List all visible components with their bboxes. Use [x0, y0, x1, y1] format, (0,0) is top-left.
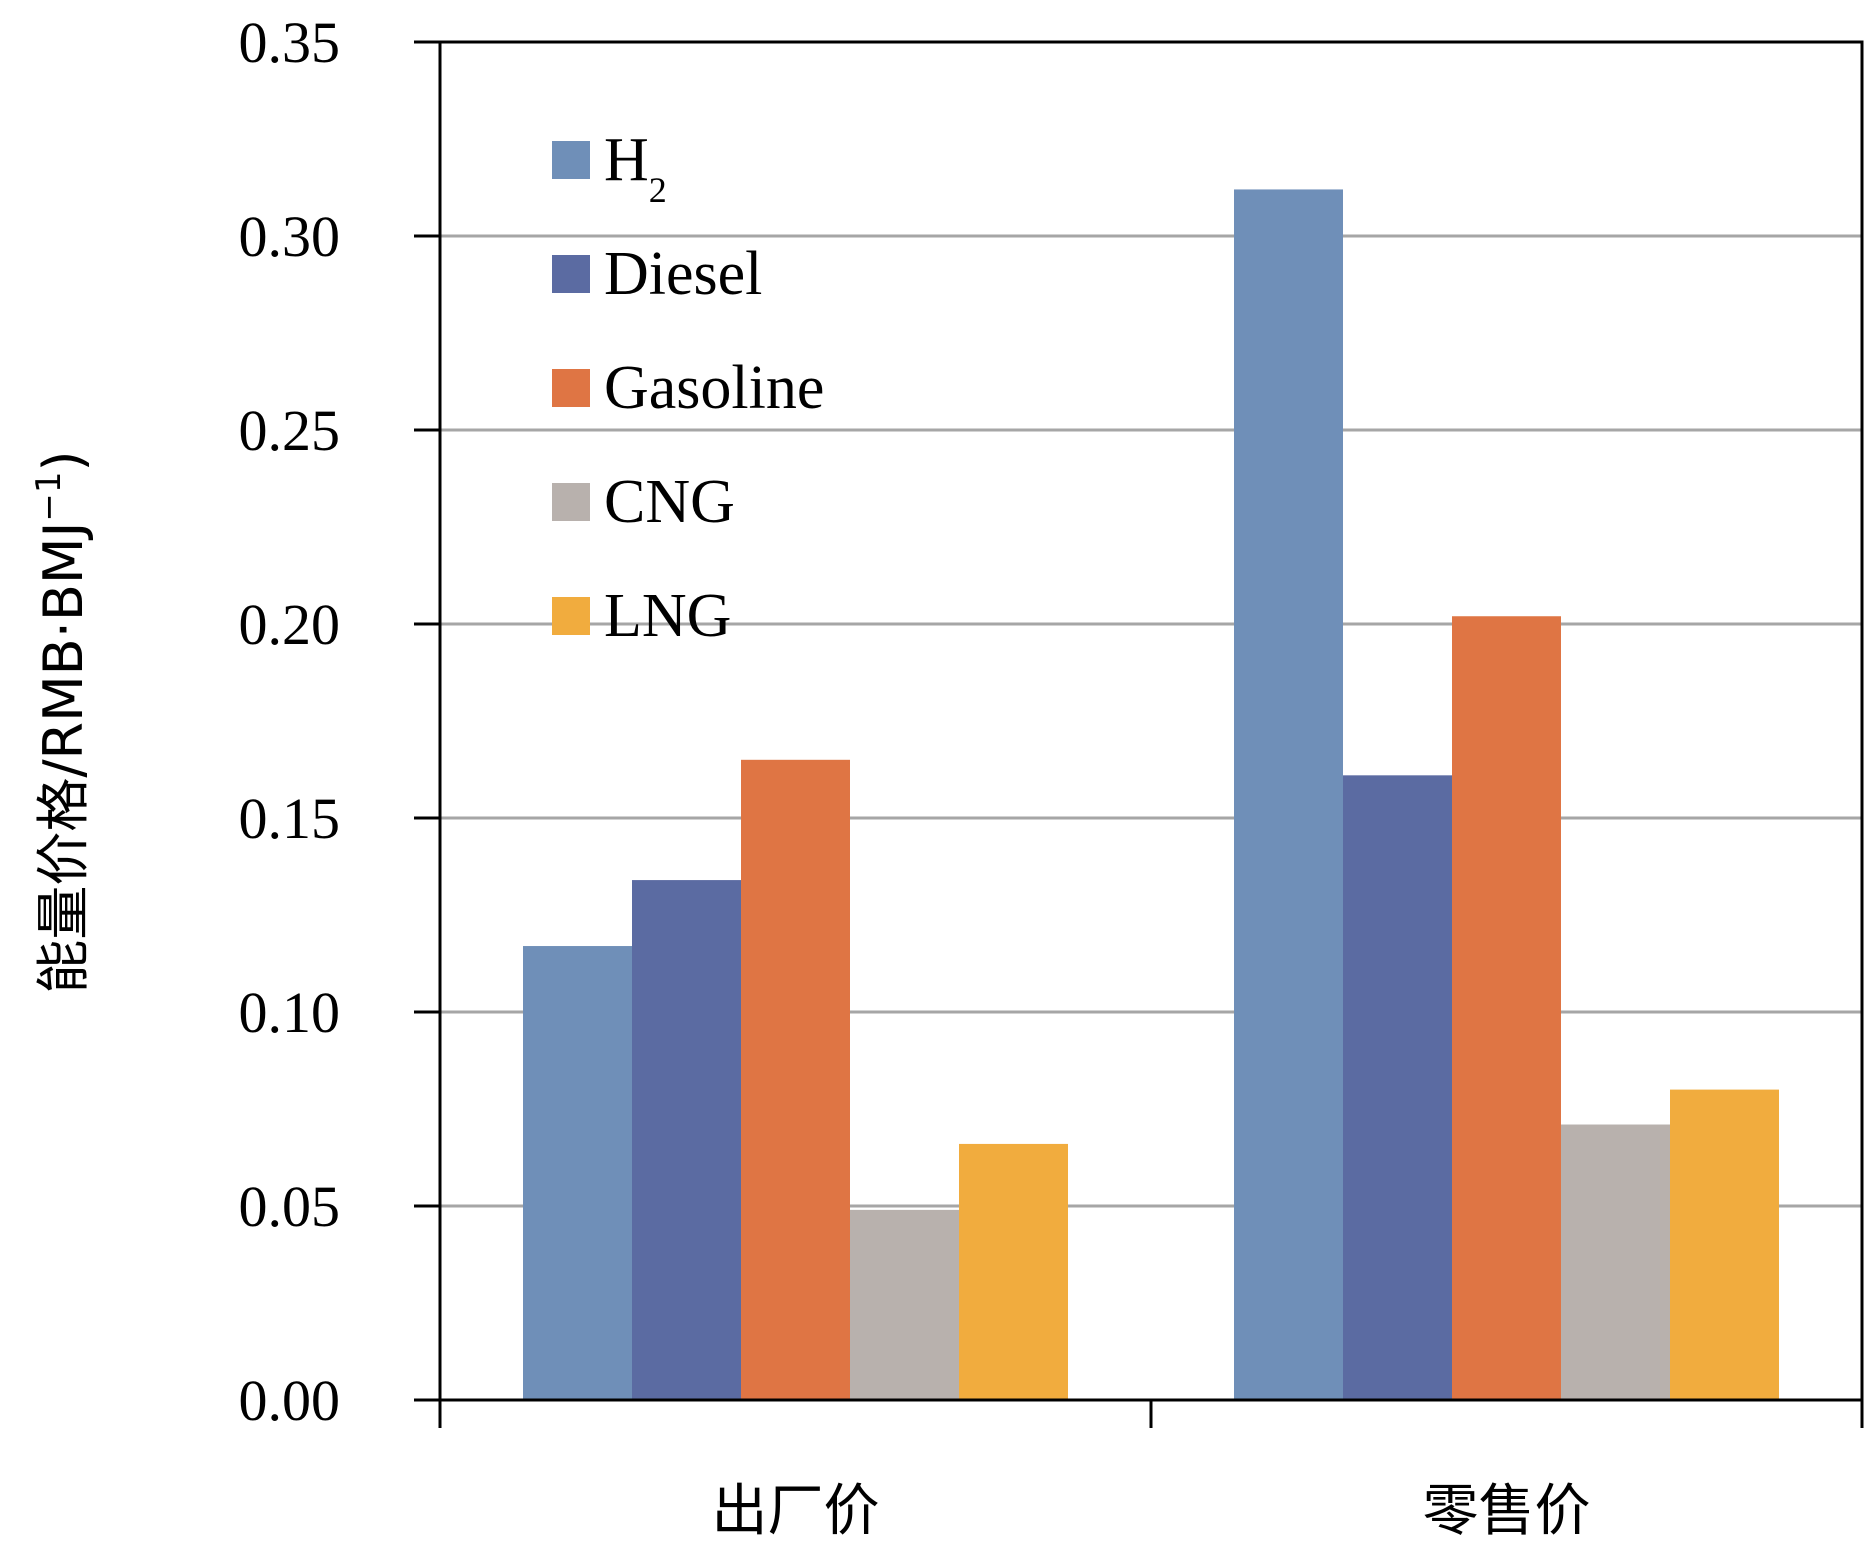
bars [523, 189, 1779, 1401]
legend-label: LNG [604, 582, 731, 650]
legend-swatch [552, 369, 590, 407]
legend-label: Gasoline [604, 354, 824, 422]
y-tick-label: 0.30 [239, 204, 341, 269]
bar-h-ex-factory [523, 946, 632, 1400]
legend-label-text: H [604, 126, 649, 194]
y-tick-label: 0.25 [239, 398, 341, 463]
legend-label-text: CNG [604, 468, 735, 536]
legend-swatch [552, 141, 590, 179]
bar-cng-retail [1561, 1124, 1670, 1400]
legend-label: CNG [604, 468, 735, 536]
legend-swatch [552, 483, 590, 521]
legend-swatch [552, 597, 590, 635]
y-tick-label: 0.35 [239, 10, 341, 75]
legend-label-text: LNG [604, 582, 731, 650]
bar-diesel-ex-factory [632, 880, 741, 1400]
bar-diesel-retail [1343, 775, 1452, 1400]
y-tick-label: 0.10 [239, 980, 341, 1045]
legend-label: Diesel [604, 240, 762, 308]
x-category-labels: 出厂价 零售价 [712, 1479, 1591, 1544]
legend-label-subscript: 2 [649, 170, 667, 210]
bar-cng-ex-factory [850, 1209, 959, 1400]
bar-lng-ex-factory [959, 1143, 1068, 1400]
legend-label-text: Diesel [604, 240, 762, 308]
y-axis-title-main: 能量价格/RMB·BMJ [32, 522, 95, 994]
axes [438, 40, 1864, 1428]
bar-gasoline-retail [1452, 616, 1561, 1400]
bar-gasoline-ex-factory [741, 759, 850, 1400]
y-tick-labels: 0.00 0.05 0.10 0.15 0.20 0.25 0.30 0.35 [239, 10, 440, 1433]
y-tick-label: 0.20 [239, 592, 341, 657]
x-category-label: 出厂价 [712, 1479, 880, 1544]
legend-label: H2 [604, 126, 667, 210]
y-tick-label: 0.05 [239, 1174, 341, 1239]
bar-lng-retail [1670, 1089, 1779, 1400]
y-tick-label: 0.00 [239, 1368, 341, 1433]
bar-h-retail [1234, 189, 1343, 1401]
y-axis-title: 能量价格/RMB·BMJ−1) [29, 450, 95, 993]
y-tick-label: 0.15 [239, 786, 341, 851]
legend-label-text: Gasoline [604, 354, 824, 422]
y-axis-title-sup: −1 [29, 471, 69, 521]
legend: H2 Diesel Gasoline CNG LNG [552, 126, 824, 650]
y-axis-title-close: ) [32, 450, 95, 471]
legend-swatch [552, 255, 590, 293]
x-category-label: 零售价 [1423, 1479, 1591, 1544]
